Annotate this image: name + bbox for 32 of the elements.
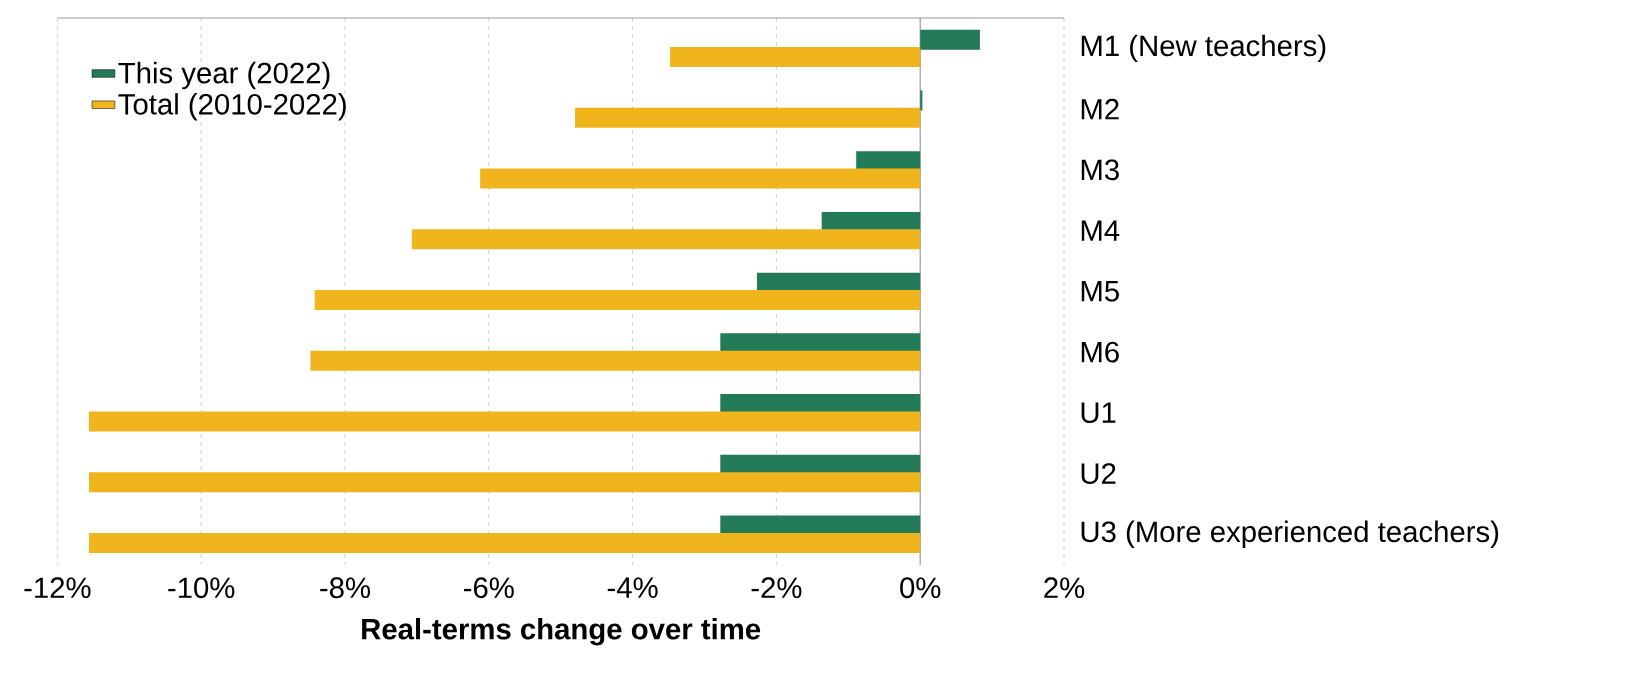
bar [920, 90, 923, 111]
bar [856, 151, 921, 172]
y-tick-label: U2 [1081, 463, 1116, 484]
y-tick-label: M4 [1081, 220, 1120, 241]
x-tick-label: -8% [320, 577, 370, 599]
x-tick-label: -10% [168, 577, 235, 599]
x-tick-label: -4% [607, 577, 658, 598]
bar [411, 229, 921, 250]
y-tick-label: U3 (More experienced teachers) [1081, 520, 1499, 548]
y-tick-label: M1 (New teachers) [1081, 34, 1326, 63]
bar [575, 107, 921, 128]
y-tick-label: M3 [1081, 159, 1119, 181]
y-tick-label: U1 [1081, 402, 1116, 424]
x-tick-label: -12% [24, 577, 91, 599]
legend-label: This year (2022) [118, 61, 330, 90]
x-tick-label: 0% [900, 577, 941, 599]
bar [88, 411, 921, 432]
x-tick-label: -2% [751, 577, 802, 599]
bar [88, 532, 921, 554]
bar [669, 47, 921, 68]
x-axis-title: Real-terms change over time [362, 617, 761, 646]
legend-label: Total (2010-2022) [118, 93, 346, 121]
bar [480, 168, 921, 189]
bar [88, 472, 921, 493]
y-tick-label: M2 [1081, 98, 1119, 120]
y-tick-label: M5 [1081, 281, 1119, 302]
bar [920, 29, 980, 50]
x-tick-label: 2% [1044, 577, 1085, 599]
bar [314, 290, 921, 311]
x-tick-label: -6% [463, 577, 514, 599]
bar [310, 350, 921, 371]
y-tick-label: M6 [1081, 341, 1119, 363]
